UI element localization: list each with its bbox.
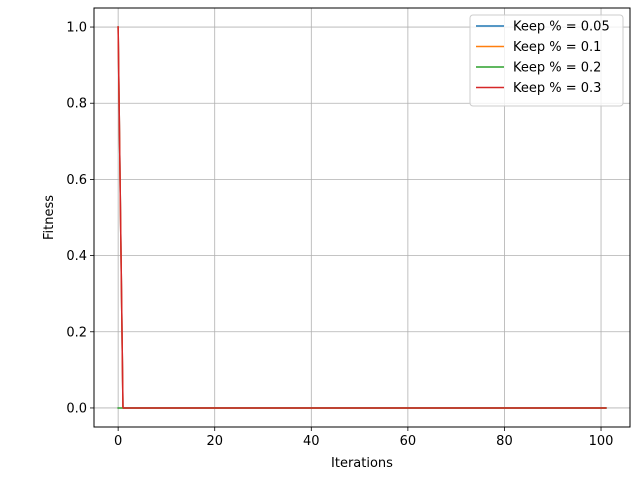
- x-tick-label: 80: [496, 434, 513, 449]
- legend-label: Keep % = 0.1: [513, 40, 601, 55]
- y-tick-label: 0.4: [66, 249, 87, 264]
- axis-ticks: 0 20 40 60 80 100 0.0 0.2 0.4 0.6 0.8 1.0: [66, 21, 613, 449]
- x-axis-label: Iterations: [331, 456, 393, 471]
- plot-frame: [93, 7, 631, 428]
- x-tick-label: 60: [400, 434, 417, 449]
- x-tick-label: 100: [589, 434, 614, 449]
- y-tick-label: 1.0: [66, 21, 87, 36]
- legend-label: Keep % = 0.05: [513, 20, 610, 35]
- legend-box: [469, 14, 624, 107]
- legend-label: Keep % = 0.3: [513, 81, 601, 96]
- y-tick-label: 0.0: [66, 401, 87, 416]
- legend-label: Keep % = 0.2: [513, 61, 601, 76]
- x-tick-label: 20: [206, 434, 223, 449]
- x-tick-label: 0: [114, 434, 122, 449]
- legend: Keep % = 0.05 Keep % = 0.1 Keep % = 0.2 Kee…: [469, 14, 624, 107]
- y-tick-label: 0.6: [66, 173, 87, 188]
- y-tick-label: 0.8: [66, 97, 87, 112]
- series-line-4: [117, 26, 607, 409]
- series-lines: [117, 26, 607, 409]
- x-tick-label: 40: [303, 434, 320, 449]
- y-axis-label: Fitness: [42, 195, 57, 240]
- y-tick-label: 0.2: [66, 325, 87, 340]
